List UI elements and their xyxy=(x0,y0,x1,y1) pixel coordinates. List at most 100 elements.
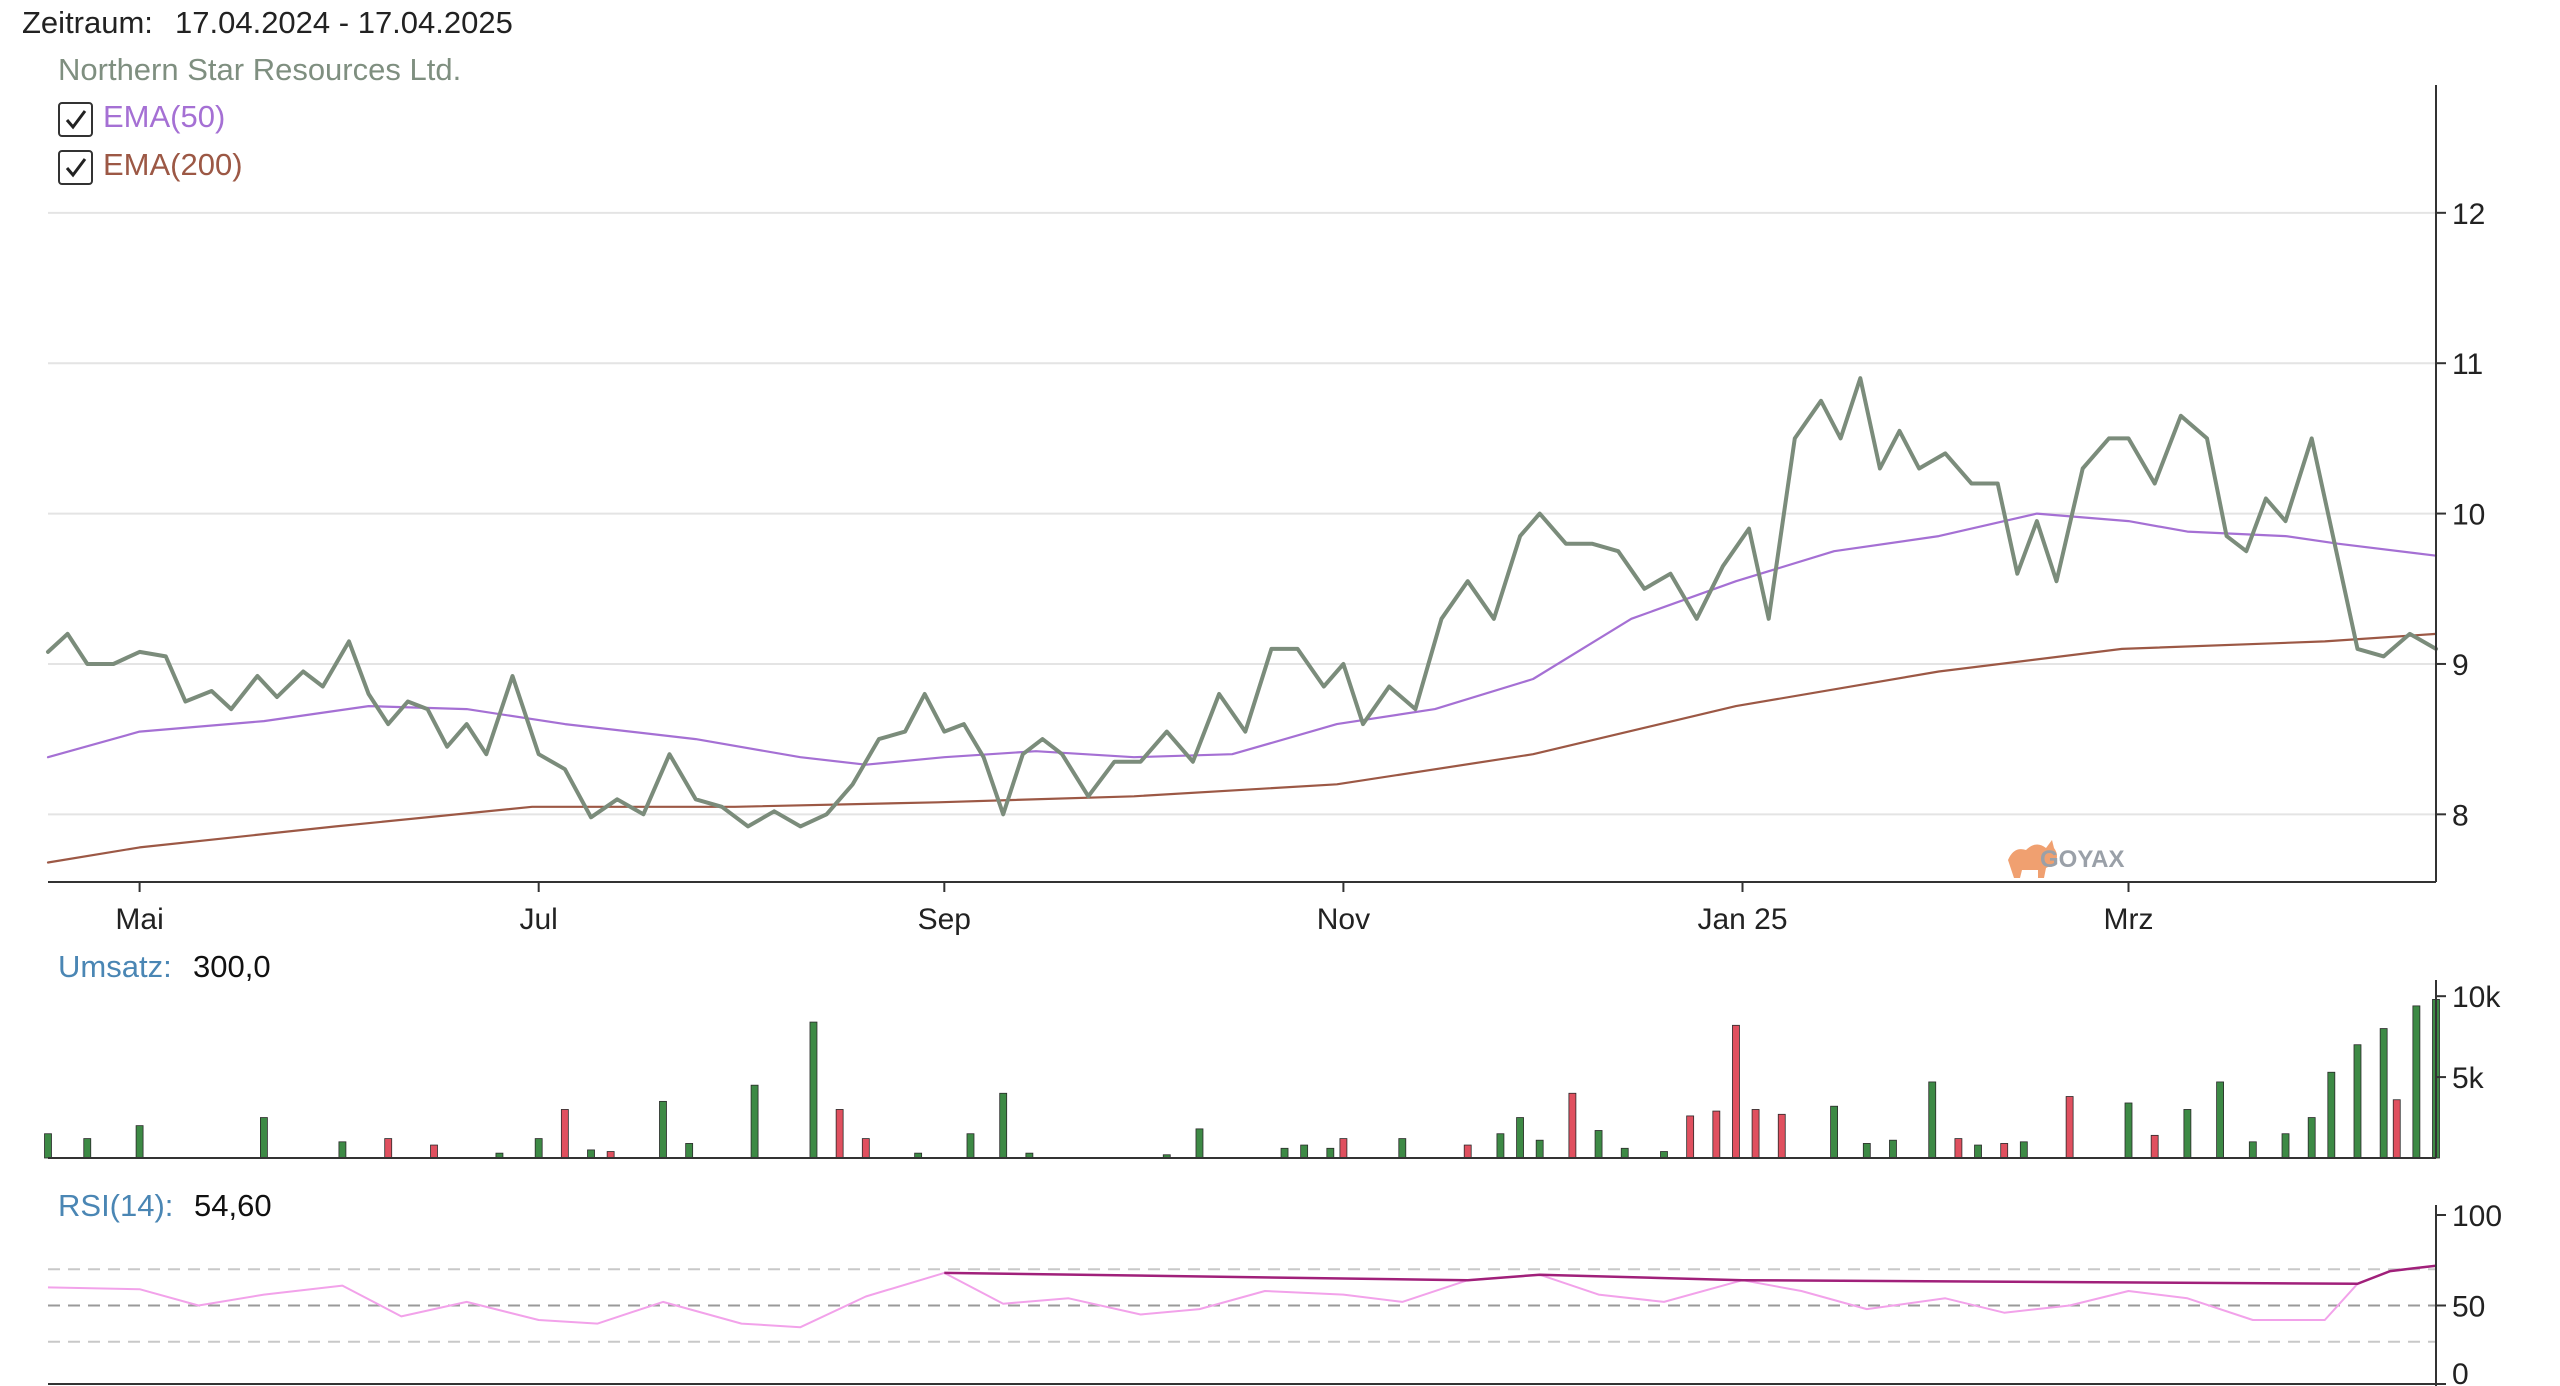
volume-bar xyxy=(835,1109,844,1159)
volume-bar xyxy=(2379,1028,2388,1159)
volume-bar xyxy=(1954,1138,1963,1159)
volume-bar xyxy=(2065,1096,2074,1159)
rsi-reference-lines xyxy=(48,1268,2436,1343)
volume-bar xyxy=(135,1125,144,1159)
legend-ema200-checkbox[interactable] xyxy=(58,150,93,185)
volume-y-tick-label: 5k xyxy=(2452,1062,2485,1095)
price-y-tick-label: 10 xyxy=(2452,499,2485,532)
volume-bar xyxy=(384,1138,393,1159)
volume-bar xyxy=(1496,1133,1505,1159)
volume-value: 300,0 xyxy=(193,949,271,984)
rsi-value: 54,60 xyxy=(194,1188,272,1223)
volume-bar xyxy=(2019,1141,2028,1159)
volume-bar xyxy=(2150,1134,2159,1159)
volume-bar xyxy=(1777,1113,1786,1159)
legend-ema50-checkbox[interactable] xyxy=(58,102,93,137)
volume-bar xyxy=(1594,1130,1603,1159)
volume-bars xyxy=(44,999,2440,1159)
ema50-checkmark-icon xyxy=(65,110,87,130)
volume-bar xyxy=(1889,1139,1897,1159)
price-x-tick-label: Jul xyxy=(520,903,558,936)
volume-bar xyxy=(659,1100,667,1159)
price-series xyxy=(46,376,2438,829)
price-y-tick-label: 8 xyxy=(2452,799,2469,832)
price-x-tick-label: Jan 25 xyxy=(1697,903,1787,936)
volume-bar xyxy=(685,1143,694,1159)
volume-bar xyxy=(2216,1081,2224,1159)
zeitraum-value: 17.04.2024 - 17.04.2025 xyxy=(175,5,513,40)
volume-bar xyxy=(1751,1109,1760,1159)
price-x-tick-label: Mrz xyxy=(2104,903,2154,936)
volume-bar xyxy=(1463,1144,1472,1159)
bull-logo-icon xyxy=(2008,840,2057,878)
volume-bar xyxy=(1620,1147,1629,1159)
volume-bar xyxy=(2124,1102,2133,1159)
volume-bar xyxy=(2412,1005,2421,1159)
volume-bar xyxy=(1732,1024,1740,1159)
volume-y-axis: 5k 10k xyxy=(48,980,2501,1159)
volume-bar xyxy=(83,1138,92,1159)
ema200-line-path xyxy=(46,632,2438,864)
ema200-checkbox-box[interactable] xyxy=(58,150,93,185)
volume-bar xyxy=(2327,1071,2336,1159)
rsi-y-tick-label: 0 xyxy=(2452,1358,2469,1386)
ema50-series xyxy=(46,512,2438,766)
volume-bar xyxy=(750,1084,759,1159)
price-x-tick-label: Mai xyxy=(115,903,163,936)
rsi-y-tick-label: 50 xyxy=(2452,1291,2485,1324)
watermark-text: GOYAX xyxy=(2040,846,2124,873)
rsi-label: RSI(14): xyxy=(58,1188,173,1223)
volume-bar xyxy=(1339,1138,1348,1159)
volume-bar xyxy=(260,1117,268,1159)
volume-bar xyxy=(560,1109,569,1159)
volume-bar xyxy=(1300,1144,1309,1159)
price-y-axis: 8 9 10 11 12 xyxy=(2435,85,2485,882)
volume-bar xyxy=(1535,1139,1544,1159)
volume-bar xyxy=(44,1133,52,1159)
volume-bar xyxy=(1686,1115,1695,1159)
volume-bar xyxy=(587,1149,595,1159)
volume-bar xyxy=(1326,1147,1335,1159)
price-y-tick-label: 9 xyxy=(2452,649,2469,682)
volume-label: Umsatz: xyxy=(58,949,172,984)
volume-bar xyxy=(430,1144,438,1159)
volume-y-tick-label: 10k xyxy=(2452,981,2501,1014)
volume-bar xyxy=(2307,1117,2316,1159)
price-x-tick-label: Sep xyxy=(918,903,971,936)
rsi-overbought-segment xyxy=(944,1264,2437,1286)
ema200-checkmark-icon xyxy=(65,158,87,178)
rsi-series xyxy=(47,1264,2437,1329)
volume-bar xyxy=(1974,1144,1982,1159)
price-y-tick-label: 12 xyxy=(2452,198,2485,231)
volume-bar xyxy=(999,1092,1008,1159)
volume-bar xyxy=(1928,1081,1937,1159)
volume-bar xyxy=(1862,1143,1871,1159)
volume-bar xyxy=(809,1021,818,1159)
volume-bar xyxy=(1280,1147,1289,1159)
goyax-watermark: GOYAX xyxy=(2008,840,2124,878)
volume-bar xyxy=(338,1141,347,1159)
rsi-y-tick-label: 100 xyxy=(2452,1200,2502,1233)
volume-bar xyxy=(2000,1143,2009,1159)
volume-bar xyxy=(1568,1092,1577,1159)
legend-stock-name: Northern Star Resources Ltd. xyxy=(58,52,461,87)
legend-ema200-label: EMA(200) xyxy=(103,147,243,182)
legend-ema50-label: EMA(50) xyxy=(103,99,225,134)
volume-bar xyxy=(2353,1044,2362,1159)
ema50-line-path xyxy=(46,512,2438,766)
volume-bar xyxy=(1830,1105,1838,1159)
volume-bar xyxy=(1195,1128,1204,1159)
price-x-tick-label: Nov xyxy=(1317,903,1370,936)
price-x-axis: Mai Jul Sep Nov Jan 25 Mrz xyxy=(48,881,2436,936)
volume-bar xyxy=(2183,1109,2192,1159)
rsi-y-axis: 0 50 100 xyxy=(48,1200,2502,1386)
volume-bar xyxy=(2392,1099,2401,1159)
volume-bar xyxy=(2248,1141,2257,1159)
ema50-checkbox-box[interactable] xyxy=(58,102,93,137)
price-y-tick-label: 11 xyxy=(2452,348,2483,381)
ema200-series xyxy=(46,632,2438,864)
volume-bar xyxy=(1398,1138,1407,1159)
volume-bar xyxy=(1516,1117,1524,1159)
rsi-line-path xyxy=(47,1264,2437,1329)
